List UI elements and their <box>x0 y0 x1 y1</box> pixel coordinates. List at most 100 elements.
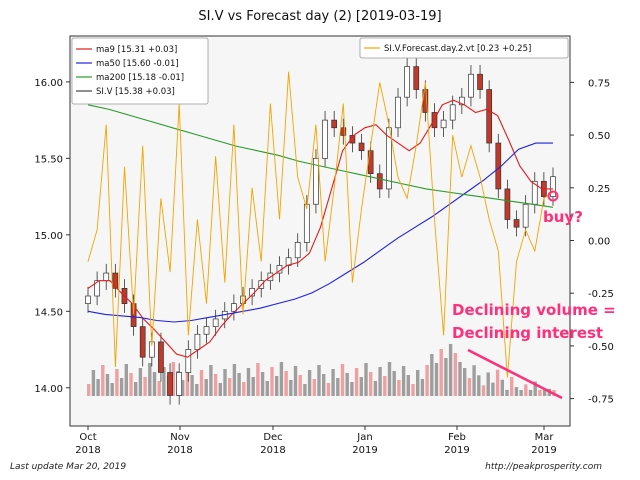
candle-body <box>322 119 328 159</box>
volume-bar <box>481 385 486 396</box>
series-line-forecast <box>87 71 554 378</box>
volume-bar <box>453 353 457 396</box>
legend-siv: SI.V [15.38 +0.03] <box>96 87 175 97</box>
volume-bar <box>420 379 425 396</box>
volume-bar <box>213 374 218 396</box>
right-tick-label: 0.00 <box>588 236 610 247</box>
volume-bar <box>115 369 119 396</box>
left-tick-label: 14.00 <box>34 384 63 395</box>
candle-body <box>212 318 219 327</box>
volume-bar <box>467 378 472 396</box>
candle-body <box>303 203 310 243</box>
volume-bar <box>495 369 500 396</box>
volume-bar <box>284 371 288 396</box>
volume-bar <box>383 376 387 396</box>
right-axis: -0.75 -0.50 -0.25 0.00 0.25 0.50 0.75 <box>570 78 614 406</box>
candle-body <box>167 372 173 396</box>
volume-bar <box>270 367 274 396</box>
candle-body <box>440 119 447 129</box>
volume-bar <box>359 377 363 396</box>
volume-bar <box>542 390 547 396</box>
volume-bar <box>378 367 382 396</box>
x-tick-year: 2019 <box>531 445 556 456</box>
candle-body <box>449 104 456 121</box>
volume-bar <box>448 344 453 396</box>
candle-body <box>94 280 100 297</box>
volume-bar <box>237 373 241 396</box>
volume-bar <box>129 373 133 396</box>
volume-bar <box>223 369 227 396</box>
candle-body <box>386 127 392 190</box>
volume-bar <box>157 381 161 396</box>
candle-body <box>194 333 201 350</box>
volume-bar <box>148 363 152 396</box>
legend-ma9: ma9 [15.31 +0.03] <box>96 45 177 55</box>
volume-bar <box>171 362 175 396</box>
right-tick-label: 0.50 <box>588 131 610 142</box>
volume-bar <box>87 384 91 396</box>
volume-bar <box>491 382 495 396</box>
volume-bar <box>486 372 490 396</box>
candle-body <box>112 272 119 289</box>
volume-bar <box>524 384 528 396</box>
series-lines <box>87 71 554 378</box>
candle-body <box>404 66 410 98</box>
left-tick-label: 16.00 <box>34 78 63 89</box>
right-tick-label: 0.75 <box>588 78 610 89</box>
candle-body <box>349 135 356 144</box>
volume-bar <box>336 378 340 396</box>
x-tick-year: 2018 <box>75 445 100 456</box>
volume-bar <box>326 383 331 396</box>
volume-bar <box>331 369 335 396</box>
candle-body <box>367 150 374 174</box>
volume-bar <box>152 372 157 396</box>
volume-bar <box>96 379 100 396</box>
series-line-ma200 <box>87 104 554 208</box>
candle-body <box>395 96 401 129</box>
volume-bar <box>538 390 542 396</box>
x-tick-year: 2018 <box>167 445 192 456</box>
candle-body <box>103 272 110 282</box>
volume-bar <box>397 380 401 396</box>
volume-bar <box>505 389 509 396</box>
x-tick-year: 2019 <box>444 445 469 456</box>
volume-bar <box>463 368 467 396</box>
volume-bar <box>477 375 481 396</box>
volume-bar <box>256 363 260 396</box>
volume-bar <box>251 377 255 396</box>
volume-bar <box>472 365 476 396</box>
volume-bar <box>528 390 533 396</box>
volume-bar <box>190 375 194 396</box>
x-tick-label: Jan <box>356 432 372 443</box>
volume-bar <box>434 363 439 396</box>
volume-bar <box>322 374 326 396</box>
volume-bar <box>209 365 213 396</box>
volume-bar <box>354 368 359 396</box>
volume-bar <box>199 370 204 396</box>
candle-body <box>413 66 420 90</box>
x-tick-label: Dec <box>263 432 282 443</box>
volume-bar <box>416 370 420 396</box>
volume-bar <box>350 382 354 396</box>
volume-bar <box>260 372 265 396</box>
volume-bar <box>124 364 128 396</box>
candle-body <box>486 89 493 144</box>
candle-body <box>495 142 502 190</box>
volume-bar <box>134 382 138 396</box>
left-axis: 14.00 14.50 15.00 15.50 16.00 <box>34 78 70 395</box>
buy-marker <box>547 190 559 202</box>
volume-bar <box>275 376 279 396</box>
volume-bar <box>218 383 222 396</box>
series-line-ma50 <box>87 142 553 323</box>
volume-bar <box>340 364 345 396</box>
volume-bar <box>430 354 434 396</box>
candle-body <box>468 73 474 98</box>
volume-bar <box>364 363 368 396</box>
volume-bar <box>345 373 349 396</box>
volume-bar <box>500 379 504 396</box>
candle-body <box>176 372 183 396</box>
right-tick-label: -0.75 <box>588 395 614 406</box>
volume-bar <box>303 384 307 396</box>
volume-bar <box>204 379 208 396</box>
volume-bar <box>401 366 406 396</box>
